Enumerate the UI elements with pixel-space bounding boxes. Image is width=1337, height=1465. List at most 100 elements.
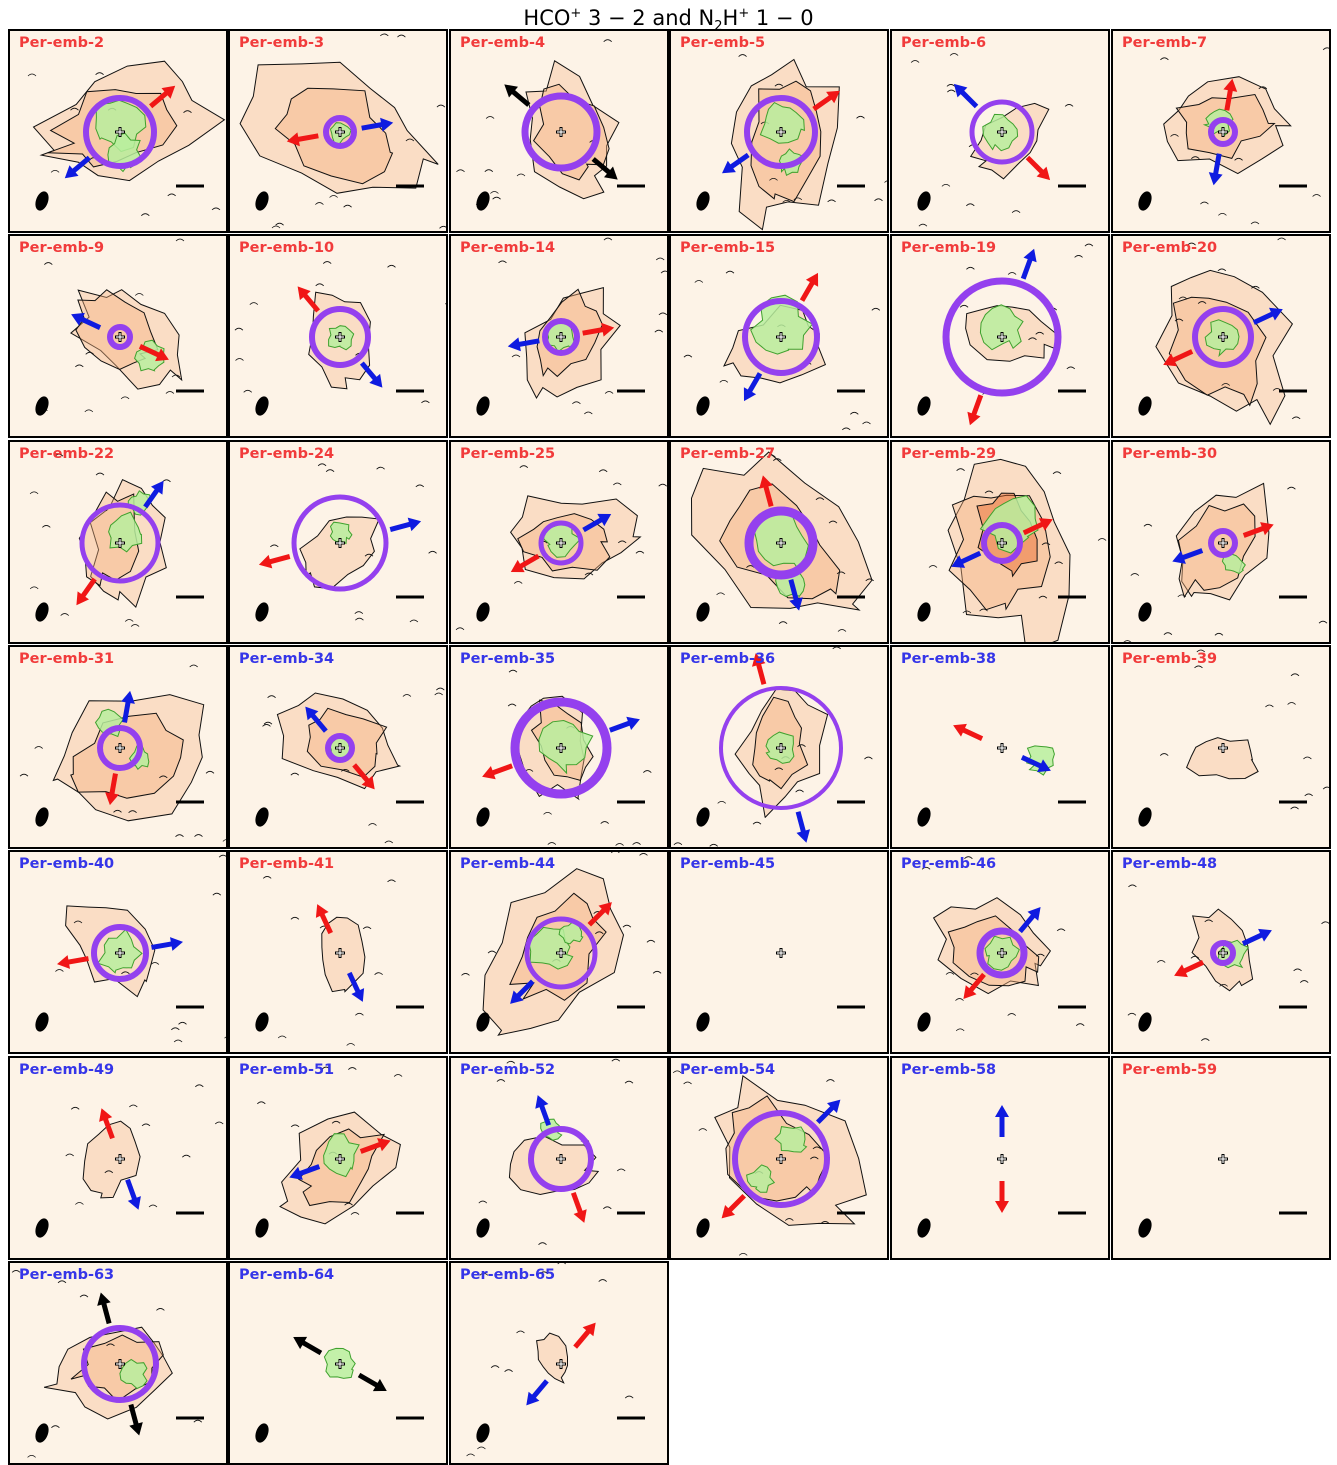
outflow-arrowhead-blue — [535, 1095, 549, 1109]
source-marker — [335, 948, 345, 958]
hcop-emission — [478, 1058, 634, 1245]
panel-per-emb-45: Per-emb-45 — [669, 850, 889, 1054]
noise-contour — [34, 746, 43, 749]
panel-per-emb-44: Per-emb-44 — [449, 850, 669, 1054]
noise-contour — [547, 842, 557, 845]
outflow-arrowhead-red — [155, 348, 169, 362]
noise-contour — [350, 1212, 360, 1215]
outflow-arrowhead-blue — [510, 990, 524, 1004]
source-marker — [776, 948, 786, 958]
noise-contour — [698, 1128, 708, 1131]
outflow-arrowhead-blue — [64, 165, 79, 179]
beam-circle — [83, 95, 157, 169]
outflow-arrowhead-blue — [526, 1391, 540, 1406]
noise-contour — [603, 237, 613, 241]
noise-contour — [55, 969, 64, 972]
noise-contour — [1194, 665, 1203, 669]
noise-contour — [1299, 980, 1309, 983]
panel-plot — [27, 60, 226, 216]
noise-contour — [511, 354, 521, 358]
outflow-arrowhead-red — [721, 1205, 735, 1219]
panel-label: Per-emb-40 — [19, 856, 115, 872]
outflow-arrowhead-red — [76, 591, 89, 606]
source-marker — [997, 1154, 1007, 1164]
noise-contour — [60, 613, 69, 616]
noise-contour — [864, 756, 873, 760]
beam-ellipse — [35, 1012, 49, 1032]
noise-contour — [658, 312, 667, 316]
noise-contour — [1234, 157, 1243, 161]
noise-contour — [1123, 640, 1132, 642]
noise-contour — [603, 1206, 612, 1210]
title-sup2: + — [738, 6, 750, 21]
panel-per-emb-63: Per-emb-63 — [8, 1261, 228, 1465]
noise-contour — [1196, 649, 1206, 653]
noise-contour — [485, 116, 495, 119]
title-mid2: H — [722, 6, 739, 30]
noise-contour — [75, 1202, 84, 1205]
outflow-arrowhead-red — [1260, 522, 1274, 536]
noise-contour — [1293, 968, 1302, 972]
panel-label: Per-emb-22 — [19, 446, 115, 462]
hcop-emission — [19, 664, 226, 842]
noise-contour — [1201, 1038, 1210, 1041]
noise-contour — [862, 421, 871, 425]
beam-ellipse — [696, 807, 710, 827]
noise-contour — [1304, 793, 1313, 797]
noise-contour — [321, 1066, 331, 1070]
outflow-arrowhead-blue — [951, 555, 966, 568]
beam-circle — [91, 924, 149, 982]
panel-per-emb-54: Per-emb-54 — [669, 1056, 889, 1260]
outflow-arrow-red — [1169, 349, 1194, 364]
source-marker — [1218, 1154, 1228, 1164]
panel-label: Per-emb-36 — [680, 651, 776, 667]
source-marker — [776, 332, 786, 342]
panel-plot — [672, 1070, 867, 1256]
beam-circle — [942, 277, 1062, 397]
outflow-arrow-red — [573, 1327, 593, 1349]
panel-plot — [255, 1336, 424, 1443]
hcop-emission — [39, 238, 185, 413]
panel-plot — [455, 465, 667, 631]
beam-circle — [969, 99, 1035, 165]
source-marker — [1218, 332, 1228, 342]
noise-contour — [508, 669, 518, 673]
noise-contour — [222, 839, 226, 842]
noise-contour — [357, 1052, 365, 1054]
panel-label: Per-emb-45 — [680, 856, 776, 872]
noise-contour — [719, 380, 729, 383]
noise-contour — [1265, 704, 1274, 708]
panel-plot — [29, 453, 204, 627]
beam-circle — [542, 318, 580, 356]
noise-contour — [639, 853, 648, 856]
noise-contour — [947, 89, 956, 93]
outflow-arrowhead-blue — [1172, 550, 1186, 564]
noise-contour — [600, 821, 609, 824]
outflow-arrowhead-blue — [597, 513, 612, 527]
panel-label: Per-emb-58 — [901, 1062, 997, 1078]
panel-label: Per-emb-64 — [239, 1267, 335, 1283]
outflow-arrowhead-red — [963, 985, 977, 999]
noise-contour — [1322, 47, 1329, 51]
panel-label: Per-emb-10 — [239, 240, 335, 256]
beam-ellipse — [696, 1012, 710, 1032]
noise-contour — [466, 1453, 475, 1457]
outflow-arrow-blue — [308, 711, 328, 733]
noise-contour — [1303, 756, 1312, 760]
outflow-arrowhead-red — [995, 1201, 1009, 1213]
outflow-arrow-red — [488, 763, 513, 777]
outflow-arrowhead-red — [582, 1322, 596, 1337]
n2hp-emission — [558, 921, 584, 945]
panel-label: Per-emb-5 — [680, 35, 766, 51]
noise-contour — [1322, 786, 1329, 790]
noise-contour — [376, 466, 385, 470]
noise-contour — [1174, 318, 1184, 322]
panel-per-emb-4: Per-emb-4 — [449, 29, 669, 233]
beam-ellipse — [476, 191, 490, 211]
beam-ellipse — [917, 602, 931, 622]
noise-contour — [384, 840, 394, 844]
outflow-arrow-black — [508, 87, 531, 107]
noise-contour — [271, 225, 281, 229]
beam-ellipse — [1138, 1012, 1152, 1032]
panel-plot — [673, 647, 873, 847]
